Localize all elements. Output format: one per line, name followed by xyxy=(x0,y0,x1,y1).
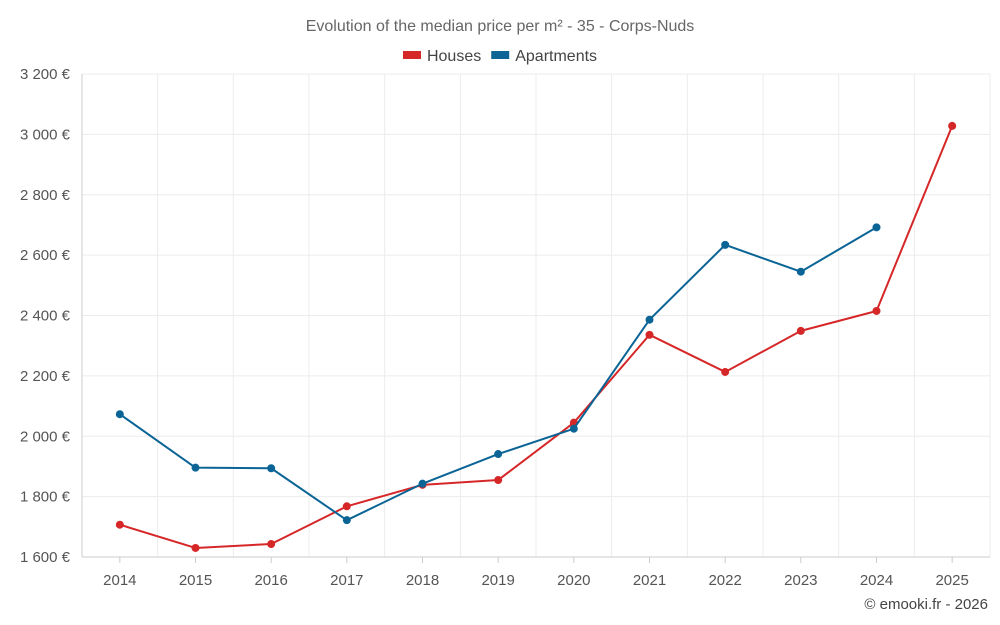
x-tick-label: 2016 xyxy=(254,572,287,589)
data-point-apartments[interactable] xyxy=(721,240,730,249)
y-tick-label: 3 000 € xyxy=(20,126,71,143)
legend-item-apartments[interactable]: Apartments xyxy=(491,48,597,65)
y-tick-label: 2 800 € xyxy=(20,187,71,204)
data-point-apartments[interactable] xyxy=(872,223,881,232)
x-tick-label: 2023 xyxy=(784,572,817,589)
grid xyxy=(81,73,991,557)
data-point-houses[interactable] xyxy=(342,502,351,511)
data-point-apartments[interactable] xyxy=(267,464,276,473)
data-point-apartments[interactable] xyxy=(494,450,503,459)
y-tick-label: 3 200 € xyxy=(20,66,71,83)
data-point-houses[interactable] xyxy=(645,330,654,339)
y-tick-label: 2 600 € xyxy=(20,247,71,264)
x-tick-label: 2025 xyxy=(935,572,968,589)
x-tick-label: 2014 xyxy=(103,572,136,589)
y-tick-label: 2 400 € xyxy=(20,308,71,325)
series-layer xyxy=(115,121,957,552)
chart-title: Evolution of the median price per m² - 3… xyxy=(306,18,695,35)
credit-text: © emooki.fr - 2026 xyxy=(864,596,988,613)
series-apartments xyxy=(115,223,881,525)
data-point-apartments[interactable] xyxy=(115,410,124,419)
data-point-apartments[interactable] xyxy=(645,315,654,324)
y-axis: 1 600 € 1 800 € 2 000 € 2 200 € 2 400 € 2 600… xyxy=(20,66,83,566)
x-tick-label: 2017 xyxy=(330,572,363,589)
y-tick-label: 1 600 € xyxy=(20,549,71,566)
legend-label-houses: Houses xyxy=(427,48,481,65)
data-point-houses[interactable] xyxy=(948,121,957,130)
legend-swatch-apartments xyxy=(491,51,510,59)
data-point-houses[interactable] xyxy=(796,326,805,335)
data-point-houses[interactable] xyxy=(267,540,276,549)
data-point-apartments[interactable] xyxy=(418,479,427,488)
x-tick-label: 2022 xyxy=(708,572,741,589)
legend-label-apartments: Apartments xyxy=(515,48,597,65)
x-tick-label: 2019 xyxy=(481,572,514,589)
legend-swatch-houses xyxy=(402,51,421,59)
series-houses xyxy=(115,121,957,552)
y-tick-label: 2 000 € xyxy=(20,428,71,445)
x-tick-label: 2021 xyxy=(633,572,666,589)
data-point-houses[interactable] xyxy=(872,306,881,315)
series-line-houses xyxy=(119,125,954,549)
x-tick-label: 2024 xyxy=(860,572,893,589)
legend-item-houses[interactable]: Houses xyxy=(402,48,481,65)
data-point-houses[interactable] xyxy=(191,543,200,552)
y-tick-label: 2 200 € xyxy=(20,368,71,385)
data-point-houses[interactable] xyxy=(721,367,730,376)
x-tick-label: 2018 xyxy=(406,572,439,589)
data-point-apartments[interactable] xyxy=(342,516,351,525)
x-tick-label: 2020 xyxy=(557,572,590,589)
data-point-apartments[interactable] xyxy=(569,424,578,433)
x-axis: 2014 2015 2016 2017 2018 2019 2020 2021 2022 2023… xyxy=(82,556,990,589)
x-tick-label: 2015 xyxy=(179,572,212,589)
data-point-houses[interactable] xyxy=(115,520,124,529)
data-point-apartments[interactable] xyxy=(191,463,200,472)
data-point-houses[interactable] xyxy=(494,476,503,485)
legend: Houses Apartments xyxy=(402,48,597,65)
y-tick-label: 1 800 € xyxy=(20,489,71,506)
data-point-apartments[interactable] xyxy=(796,267,805,276)
